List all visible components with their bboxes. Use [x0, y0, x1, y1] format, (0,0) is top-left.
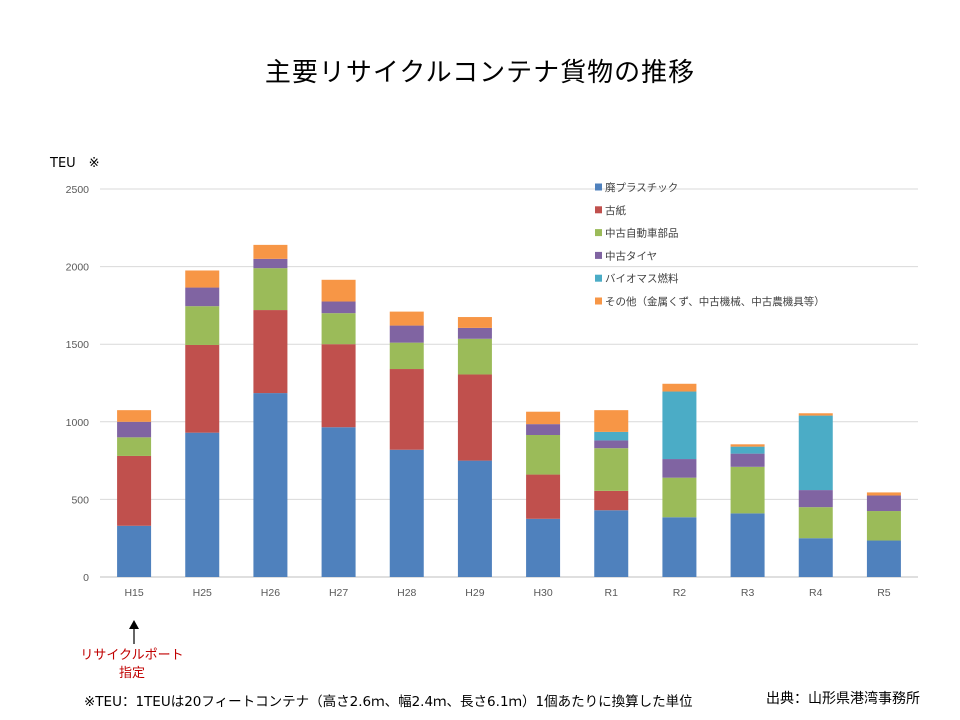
x-tick-label: H28 — [397, 587, 416, 599]
bar-segment — [662, 517, 697, 577]
bar-segment — [730, 444, 765, 447]
bar-segment — [730, 446, 765, 454]
legend-swatch — [595, 274, 602, 282]
source-credit: 出典：山形県港湾事務所 — [766, 691, 920, 707]
bar-segment — [321, 279, 356, 302]
bar-segment — [389, 342, 424, 370]
legend-label: 中古自動車部品 — [605, 227, 679, 240]
bar-segment — [253, 393, 288, 577]
bar-segment — [798, 538, 833, 577]
annotation-line-2: 指定 — [118, 666, 145, 681]
y-tick-label: 1000 — [66, 417, 90, 429]
y-tick-label: 2000 — [66, 262, 90, 274]
bar-segment — [253, 268, 288, 311]
legend-label: その他（金属くず、中古機械、中古農機具等） — [605, 295, 825, 308]
bar-segment — [662, 383, 697, 392]
bar-segment — [457, 460, 492, 577]
legend-label: バイオマス燃料 — [605, 272, 679, 285]
bar-segment — [730, 453, 765, 467]
bar-segment — [798, 507, 833, 539]
bar-segment — [389, 449, 424, 577]
bar-segment — [526, 518, 561, 577]
chart-title: 主要リサイクルコンテナ貨物の推移 — [264, 58, 696, 88]
x-tick-label: R4 — [809, 587, 823, 599]
legend-label: 廃プラスチック — [605, 181, 678, 194]
legend-swatch — [595, 251, 602, 259]
bar-segment — [526, 424, 561, 435]
legend-label: 古紙 — [605, 204, 626, 217]
x-tick-label: R5 — [877, 587, 891, 599]
bar-segment — [185, 270, 220, 288]
bar-segment — [185, 432, 220, 577]
x-tick-label: R3 — [741, 587, 755, 599]
legend-swatch — [595, 297, 602, 305]
bar-segment — [389, 325, 424, 343]
y-tick-label: 1500 — [66, 339, 90, 351]
annotation-line-1: リサイクルポート — [80, 648, 184, 663]
legend-swatch — [595, 229, 602, 237]
bar-segment — [389, 369, 424, 450]
bar-segment — [321, 301, 356, 314]
bar-segment — [253, 244, 288, 259]
bar-segment — [457, 327, 492, 339]
bar-segment — [389, 311, 424, 326]
y-axis-unit-label: TEU ※ — [50, 156, 100, 171]
bar-segment — [730, 513, 765, 577]
bar-segment — [253, 258, 288, 269]
bar-segment — [594, 490, 629, 511]
bar-segment — [117, 525, 152, 577]
x-tick-label: H15 — [124, 587, 143, 599]
bar-segment — [457, 374, 492, 461]
bar-segment — [117, 410, 152, 422]
bar-segment — [457, 338, 492, 375]
bar-segment — [117, 421, 152, 438]
teu-footnote: ※TEU：1TEUは20フィートコンテナ（高さ2.6ｍ、幅2.4ｍ、長さ6.1ｍ… — [84, 694, 693, 710]
y-tick-label: 2500 — [66, 184, 90, 196]
x-tick-label: H30 — [533, 587, 552, 599]
bar-segment — [457, 317, 492, 328]
bar-segment — [526, 434, 561, 475]
bar-segment — [594, 440, 629, 449]
bar-segment — [117, 455, 152, 526]
x-tick-label: H26 — [261, 587, 280, 599]
x-tick-label: H29 — [465, 587, 484, 599]
legend-label: 中古タイヤ — [605, 249, 657, 262]
bar-segment — [117, 437, 152, 456]
bar-segment — [662, 477, 697, 518]
bar-segment — [526, 474, 561, 519]
bar-segment — [185, 306, 220, 345]
bar-segment — [798, 415, 833, 491]
bar-segment — [662, 459, 697, 478]
bar-segment — [321, 313, 356, 345]
bar-segment — [662, 391, 697, 460]
y-tick-label: 500 — [71, 494, 89, 506]
x-tick-label: H25 — [193, 587, 212, 599]
bar-segment — [185, 287, 220, 307]
bar-segment — [185, 344, 220, 433]
bar-segment — [798, 490, 833, 508]
bar-segment — [321, 427, 356, 577]
bar-segment — [526, 411, 561, 425]
bar-segment — [866, 540, 901, 577]
legend-swatch — [595, 206, 602, 214]
x-tick-label: R2 — [673, 587, 687, 599]
legend-swatch — [595, 183, 602, 191]
x-tick-label: R1 — [605, 587, 619, 599]
y-tick-label: 0 — [83, 572, 89, 584]
bar-segment — [253, 310, 288, 394]
bar-segment — [798, 413, 833, 416]
bar-segment — [866, 511, 901, 541]
recycle-port-annotation: リサイクルポート 指定 — [70, 647, 194, 683]
bar-segment — [594, 410, 629, 432]
bar-segment — [866, 495, 901, 512]
bar-segment — [594, 448, 629, 491]
up-arrow-icon — [129, 620, 139, 644]
bar-segment — [594, 431, 629, 441]
bar-segment — [594, 510, 629, 577]
x-tick-label: H27 — [329, 587, 348, 599]
bar-segment — [321, 344, 356, 428]
bar-segment — [730, 466, 765, 514]
bar-segment — [866, 492, 901, 496]
